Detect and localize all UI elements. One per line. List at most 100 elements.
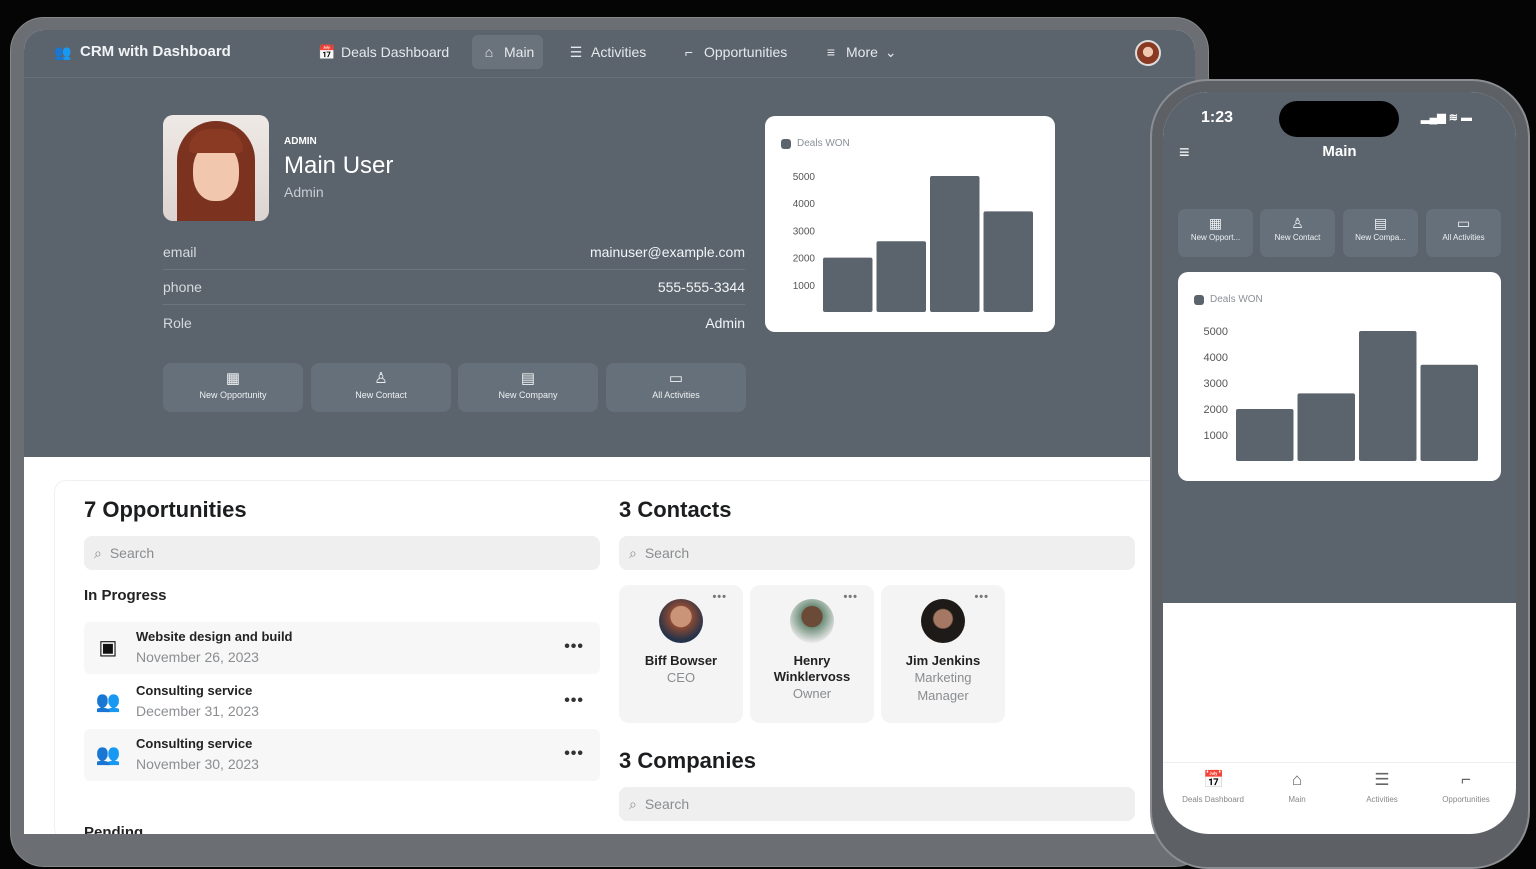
field-role: Role Admin [163,305,745,340]
stairs-icon: ⌐ [684,44,694,60]
opportunity-row[interactable]: 👥 Consulting service November 30, 2023 ••• [84,729,600,781]
building-icon: ▤ [520,370,536,387]
chart-legend: Deals WON [781,138,850,149]
contact-avatar [790,599,834,643]
search-placeholder: Search [109,545,155,561]
hamburger-menu-icon[interactable]: ≡ [1179,142,1190,162]
tab-activities[interactable]: ☰ Activities [1338,771,1426,804]
opportunity-title: Website design and build [136,629,293,644]
home-icon: ⌂ [1291,770,1303,789]
nav-more[interactable]: ≡ More ⌄ [814,35,906,69]
opportunity-title: Consulting service [136,736,253,751]
more-options-icon[interactable]: ••• [974,591,989,603]
nav-label: Opportunities [704,44,788,60]
more-options-icon[interactable]: ••• [843,591,858,603]
nav-activities[interactable]: ☰ Activities [559,35,655,69]
nav-label: More [846,44,878,60]
deals-won-chart: Deals WON 1000 2000 3000 4000 5000 [1178,272,1501,481]
y-tick-label: 1000 [1204,430,1228,442]
new-contact-button[interactable]: ♙ New Contact [1260,209,1335,257]
y-tick-label: 3000 [1204,378,1228,390]
more-options-icon[interactable]: ••• [564,692,584,709]
people-icon: 👥 [95,691,121,713]
opportunity-date: December 31, 2023 [136,703,259,719]
more-options-icon[interactable]: ••• [564,745,584,762]
user-avatar[interactable] [1135,40,1161,66]
opportunities-search[interactable]: ⌕ Search [84,536,600,570]
signal-wifi-battery-icon: ▂▄▆ ≋ ▬ [1421,112,1473,124]
calendar-dollar-icon: 📅 [318,44,336,60]
companies-search[interactable]: ⌕ Search [619,787,1135,821]
menu-icon: ≡ [826,44,836,60]
profile-header: 👥 CRM with Dashboard 📅 Deals Dashboard ⌂ Ma… [24,30,1195,457]
phone-screen: 1:23 ▂▄▆ ≋ ▬ ≡ Main ▦ New Opport... ♙ New … [1163,92,1516,834]
blueprint-icon: ▣ [98,637,118,659]
user-name: Main User [284,152,394,179]
tab-label: Opportunities [1442,795,1490,804]
opportunities-title: 7 Opportunities [84,497,247,522]
opportunity-date: November 30, 2023 [136,756,259,772]
y-tick-label: 5000 [1204,326,1228,338]
new-opportunity-button[interactable]: ▦ New Opport... [1178,209,1253,257]
contact-card[interactable]: ••• Biff Bowser CEO [619,585,743,723]
calendar-icon: ▭ [668,370,684,387]
tab-label: Activities [1366,795,1398,804]
more-options-icon[interactable]: ••• [564,638,584,655]
opportunity-row[interactable]: ▣ Website design and build November 26, 20… [84,622,600,674]
new-contact-button[interactable]: ♙ New Contact [311,363,451,412]
contacts-search[interactable]: ⌕ Search [619,536,1135,570]
opportunity-row[interactable]: 👥 Consulting service December 31, 2023 ••• [84,676,600,728]
people-icon: 👥 [95,744,121,766]
new-company-button[interactable]: ▤ New Company [458,363,598,412]
tab-deals-dashboard[interactable]: 📅 Deals Dashboard [1169,771,1257,804]
tab-main[interactable]: ⌂ Main [1253,770,1341,804]
y-tick-label: 3000 [793,226,816,237]
search-placeholder: Search [644,796,690,812]
more-options-icon[interactable]: ••• [712,591,727,603]
bar [1297,393,1355,461]
nav-label: Deals Dashboard [341,44,450,60]
y-tick-label: 4000 [793,199,816,210]
y-tick-label: 2000 [1204,404,1228,416]
contacts-title: 3 Contacts [619,497,732,522]
contact-name: Biff Bowser [644,653,718,668]
bar [930,176,980,312]
phone-header: 1:23 ▂▄▆ ≋ ▬ ≡ Main ▦ New Opport... ♙ New … [1163,92,1516,603]
field-label: email [163,244,197,260]
building-icon: ▤ [1373,215,1388,231]
new-company-button[interactable]: ▤ New Compa... [1343,209,1418,257]
tablet-screen: 👥 CRM with Dashboard 📅 Deals Dashboard ⌂ Ma… [24,30,1195,834]
dynamic-island [1279,101,1399,137]
contact-card[interactable]: ••• Jim Jenkins Marketing Manager [881,585,1005,723]
nav-deals-dashboard[interactable]: 📅 Deals Dashboard [309,35,458,69]
companies-title: 3 Companies [619,748,756,773]
deals-won-chart: Deals WON 1000 2000 3000 4000 5000 [765,116,1055,332]
contact-card[interactable]: ••• Henry Winklervoss Owner [750,585,874,723]
y-tick-label: 5000 [793,172,816,183]
search-placeholder: Search [644,545,690,561]
bar [1359,331,1417,461]
tab-label: Deals Dashboard [1182,795,1244,804]
calendar-icon: ▭ [1456,215,1471,231]
y-tick-label: 4000 [1204,352,1228,364]
button-label: New Compa... [1355,233,1406,242]
search-icon: ⌕ [629,544,637,561]
button-label: All Activities [1442,233,1485,242]
field-value[interactable]: mainuser@example.com [589,244,745,260]
nav-opportunities[interactable]: ⌐ Opportunities [672,35,796,69]
legend-label: Deals WON [1210,294,1263,305]
tab-opportunities[interactable]: ⌐ Opportunities [1422,770,1510,804]
y-tick-label: 2000 [793,254,816,265]
y-tick-label: 1000 [793,281,816,292]
legend-swatch [1194,294,1204,305]
field-value[interactable]: 555-555-3344 [657,279,745,295]
nav-label: Activities [591,44,647,60]
new-opportunity-button[interactable]: ▦ New Opportunity [163,363,303,412]
nav-main[interactable]: ⌂ Main [472,35,544,69]
bar [823,257,873,312]
search-icon: ⌕ [629,795,637,812]
app-brand[interactable]: 👥 CRM with Dashboard [54,43,231,60]
all-activities-button[interactable]: ▭ All Activities [606,363,746,412]
stairs-icon: ⌐ [1461,770,1471,789]
all-activities-button[interactable]: ▭ All Activities [1426,209,1501,257]
